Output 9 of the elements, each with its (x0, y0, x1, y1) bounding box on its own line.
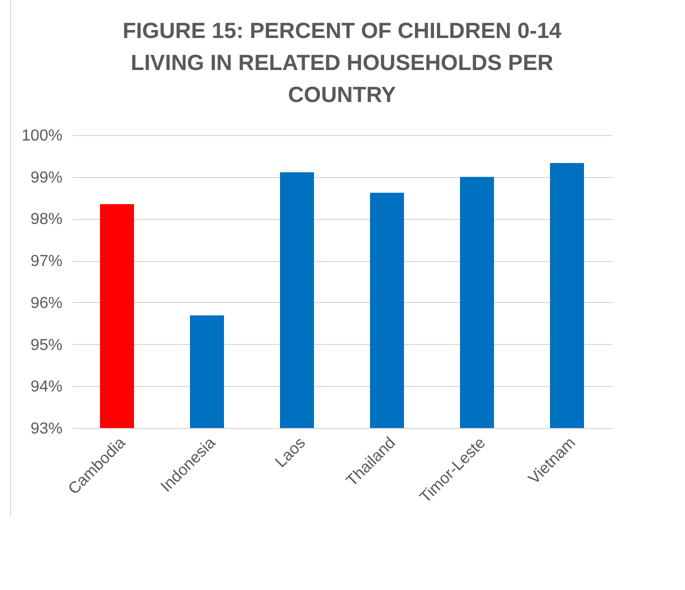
y-tick-label: 97% (30, 253, 62, 270)
y-tick-label: 94% (30, 378, 62, 396)
y-tick-label: 96% (30, 294, 62, 312)
chart-title: FIGURE 15: PERCENT OF CHILDREN 0-14 LIVING IN RELATED HOUSEHOLDS PER COUNTRY (122, 18, 562, 107)
y-tick-label: 95% (30, 336, 62, 354)
y-tick-label: 93% (30, 420, 62, 438)
y-tick-label: 100% (22, 128, 62, 144)
y-tick-label: 99% (30, 169, 62, 186)
y-tick-label: 98% (30, 211, 62, 228)
